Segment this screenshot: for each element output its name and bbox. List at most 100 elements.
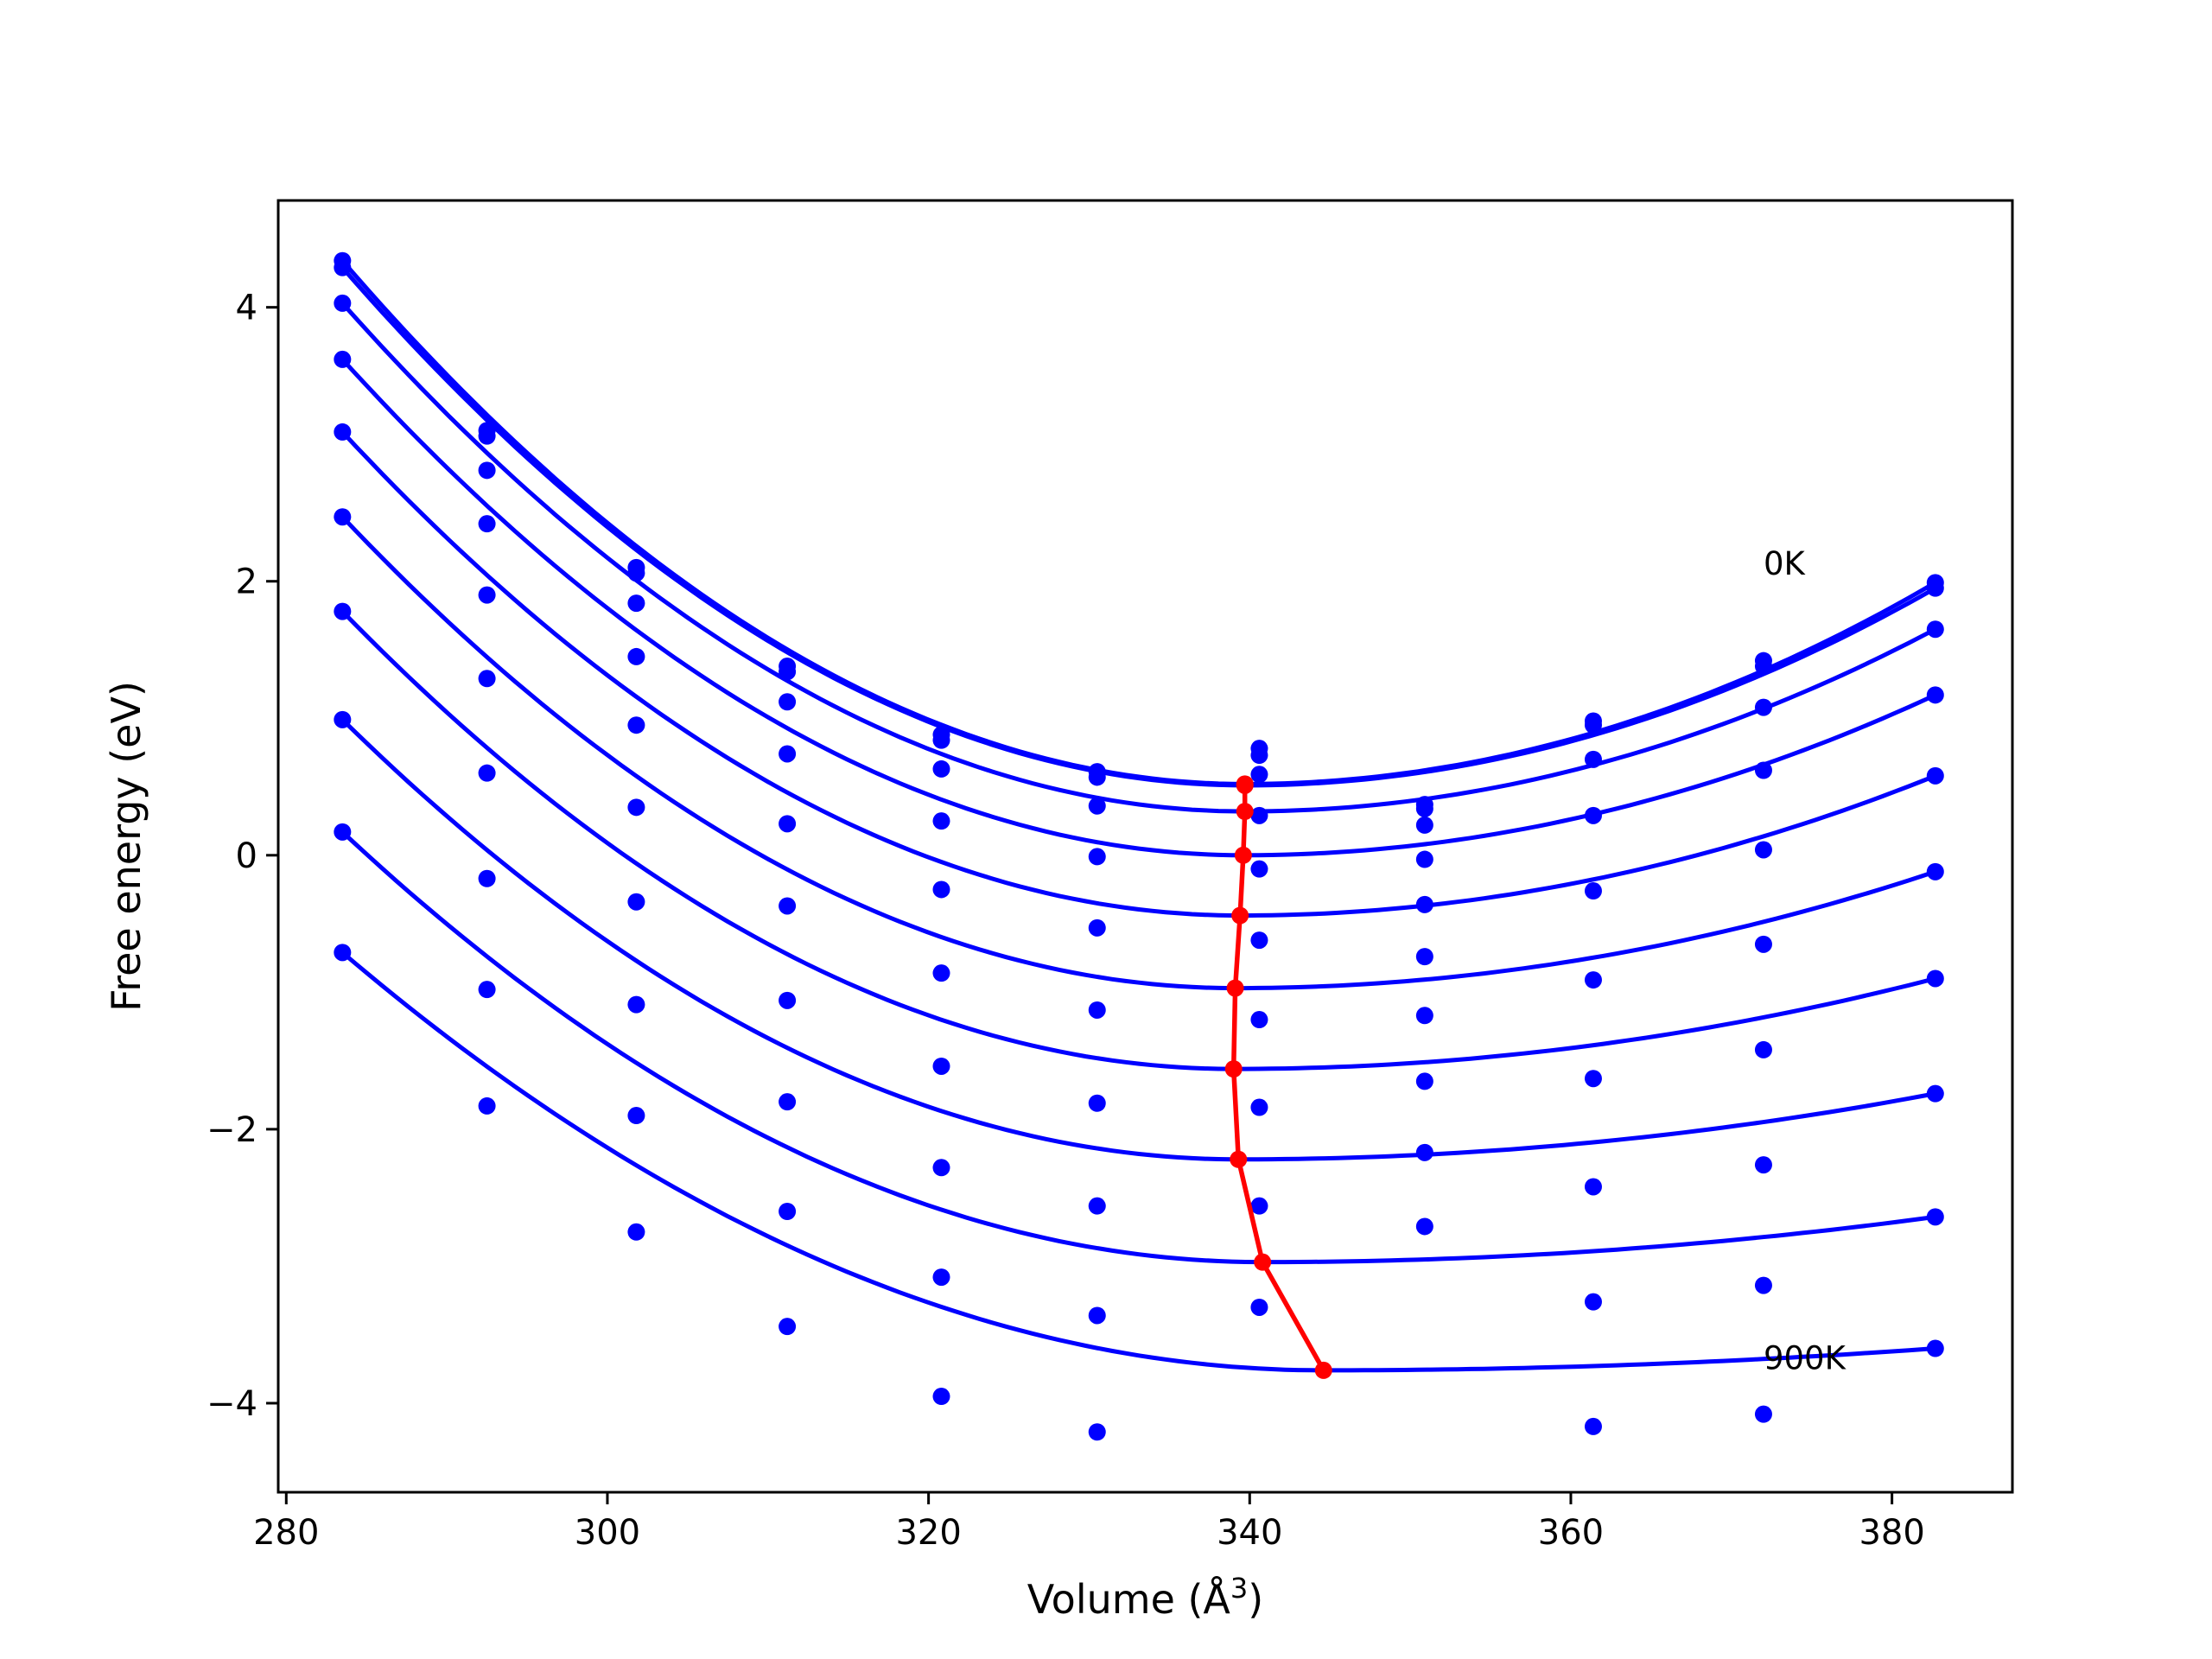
y-tick-label: 2 xyxy=(236,563,257,602)
data-point xyxy=(779,1203,797,1220)
minimum-point xyxy=(1224,1060,1243,1078)
data-point xyxy=(478,764,496,782)
x-tick-label: 380 xyxy=(1859,1513,1924,1553)
data-point xyxy=(932,812,950,830)
data-point xyxy=(779,897,797,915)
data-point xyxy=(779,663,797,681)
data-point xyxy=(932,1057,950,1075)
fit-curve-7 xyxy=(340,718,1936,1162)
data-point xyxy=(1250,806,1268,824)
data-point xyxy=(1926,969,1944,988)
data-point xyxy=(1754,698,1772,716)
data-point xyxy=(1754,935,1772,953)
data-point xyxy=(1584,1070,1602,1088)
x-axis-label: Volume (Å3) xyxy=(1027,1572,1263,1623)
fit-curve-5 xyxy=(340,515,1936,991)
data-point xyxy=(1250,766,1268,784)
data-point xyxy=(932,1268,950,1287)
data-point xyxy=(1584,971,1602,989)
minimum-path xyxy=(1224,775,1332,1379)
data-point xyxy=(1926,579,1944,597)
data-point xyxy=(1926,686,1944,704)
data-point xyxy=(779,815,797,833)
x-tick-label: 340 xyxy=(1217,1513,1282,1553)
data-point xyxy=(1250,931,1268,950)
data-point xyxy=(627,594,645,613)
data-point xyxy=(478,670,496,688)
data-point xyxy=(1415,1072,1433,1090)
data-point xyxy=(779,745,797,763)
fit-curve-3 xyxy=(340,358,1936,858)
data-point xyxy=(1088,1306,1106,1325)
data-point xyxy=(1926,620,1944,639)
fit-curve-8 xyxy=(340,830,1936,1265)
data-point xyxy=(1088,797,1106,815)
data-point xyxy=(1088,1423,1106,1441)
y-tick-label: 0 xyxy=(236,836,257,876)
minimum-line xyxy=(1230,784,1326,1372)
data-point xyxy=(1088,918,1106,937)
data-point xyxy=(1088,1094,1106,1112)
data-point xyxy=(1584,1293,1602,1311)
data-point xyxy=(478,515,496,533)
x-tick-label: 360 xyxy=(1538,1513,1604,1553)
axis-ticks: 280 300 320 340 360 380 −4 −2 0 2 4 xyxy=(207,289,1925,1553)
data-point xyxy=(1754,1405,1772,1423)
x-tick-label: 300 xyxy=(575,1513,640,1553)
data-point xyxy=(334,823,352,841)
data-point xyxy=(627,564,645,582)
x-tick-label: 320 xyxy=(895,1513,961,1553)
data-point xyxy=(1926,766,1944,785)
data-point xyxy=(1250,1098,1268,1116)
plot-frame xyxy=(276,199,2014,1494)
data-point xyxy=(1926,1339,1944,1357)
data-point xyxy=(1415,895,1433,913)
fit-curve-2 xyxy=(340,302,1936,814)
annotation-0k: 0K xyxy=(1764,545,1807,582)
data-point xyxy=(779,1318,797,1336)
data-point xyxy=(1415,1143,1433,1161)
data-point xyxy=(334,423,352,441)
data-point xyxy=(1088,848,1106,866)
data-point xyxy=(478,461,496,480)
data-point xyxy=(1754,841,1772,859)
fit-curve-6 xyxy=(340,609,1936,1071)
data-point xyxy=(1584,750,1602,768)
data-point xyxy=(1250,1011,1268,1029)
data-point xyxy=(334,508,352,526)
data-point xyxy=(478,586,496,604)
data-point xyxy=(1754,1276,1772,1294)
data-point xyxy=(932,1388,950,1406)
data-point xyxy=(932,731,950,749)
x-tick-label: 280 xyxy=(253,1513,319,1553)
data-point xyxy=(1926,862,1944,880)
data-point xyxy=(1415,850,1433,868)
data-point xyxy=(1250,860,1268,878)
data-point xyxy=(627,1223,645,1241)
data-point xyxy=(1584,716,1602,734)
minimum-point xyxy=(1236,776,1254,794)
data-point xyxy=(627,647,645,665)
data-point xyxy=(1754,761,1772,779)
data-point xyxy=(779,693,797,711)
data-point xyxy=(1754,1156,1772,1174)
data-point xyxy=(1415,1007,1433,1025)
data-point xyxy=(478,1096,496,1115)
data-point xyxy=(478,427,496,445)
data-point xyxy=(1926,1208,1944,1226)
data-point xyxy=(334,258,352,276)
data-point xyxy=(627,1107,645,1125)
data-point xyxy=(932,964,950,982)
data-point xyxy=(1250,1197,1268,1215)
data-point xyxy=(1754,658,1772,676)
data-point xyxy=(627,798,645,817)
minimum-point xyxy=(1226,979,1244,997)
data-point xyxy=(1088,1197,1106,1215)
data-point xyxy=(478,869,496,887)
data-point xyxy=(1415,1217,1433,1236)
y-axis-label: Free energy (eV) xyxy=(103,681,149,1012)
fit-curve-1 xyxy=(340,266,1937,788)
data-point xyxy=(1088,768,1106,786)
data-point xyxy=(1088,1001,1106,1019)
